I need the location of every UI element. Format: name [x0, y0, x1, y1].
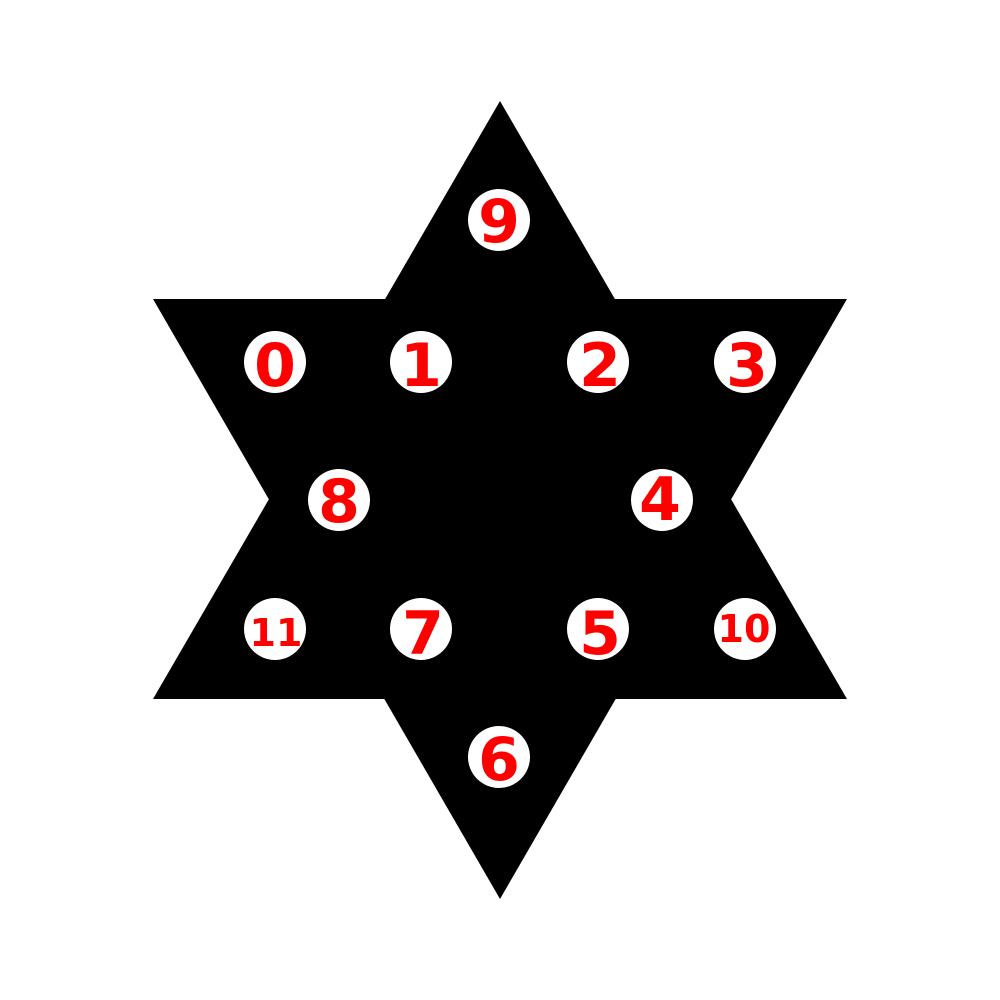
- node-8-label: 8: [318, 467, 360, 537]
- node-6-label: 6: [478, 725, 520, 795]
- node-7: 7: [390, 598, 452, 669]
- node-5-circle: [567, 598, 629, 660]
- node-11-label: 11: [250, 611, 303, 655]
- node-8: 8: [308, 467, 370, 537]
- node-0: 0: [244, 331, 306, 401]
- node-9: 9: [468, 187, 530, 257]
- node-3-label: 3: [726, 331, 768, 401]
- node-11-circle: [244, 598, 306, 660]
- node-11: 11: [244, 598, 306, 660]
- node-1-label: 1: [400, 331, 442, 401]
- node-4: 4: [631, 465, 693, 535]
- node-2-label: 2: [579, 331, 621, 401]
- node-5: 5: [567, 598, 629, 669]
- node-1: 1: [390, 331, 452, 401]
- node-6-circle: [468, 726, 530, 788]
- node-1-circle: [390, 331, 452, 393]
- node-10-label: 10: [718, 607, 771, 651]
- node-4-circle: [631, 469, 693, 531]
- node-6: 6: [468, 725, 530, 795]
- node-3: 3: [714, 331, 776, 401]
- node-2: 2: [567, 331, 629, 401]
- node-4-label: 4: [639, 465, 681, 535]
- node-9-label: 9: [478, 187, 520, 257]
- node-9-circle: [468, 189, 530, 251]
- node-10-circle: [714, 598, 776, 660]
- node-8-circle: [308, 469, 370, 531]
- node-0-circle: [244, 331, 306, 393]
- node-7-circle: [390, 598, 452, 660]
- node-5-label: 5: [579, 599, 621, 669]
- star-down-triangle: [153, 299, 847, 899]
- node-0-label: 0: [254, 331, 296, 401]
- node-7-label: 7: [402, 599, 444, 669]
- node-10: 10: [714, 598, 776, 660]
- node-2-circle: [567, 331, 629, 393]
- node-3-circle: [714, 331, 776, 393]
